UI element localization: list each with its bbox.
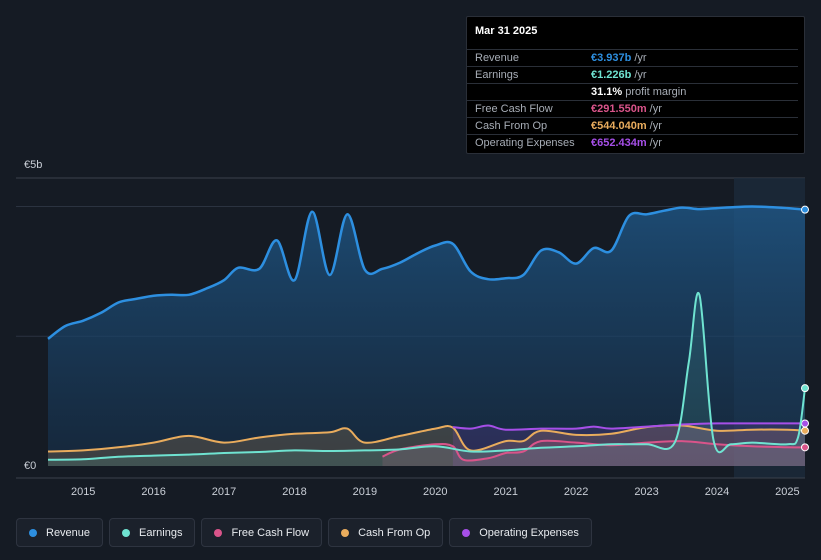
endpoint-revenue <box>801 205 809 214</box>
tooltip-row-value: €3.937b/yr <box>591 52 647 64</box>
endpoint-operating-expenses <box>801 419 809 428</box>
tooltip-row-value: 31.1% profit margin <box>591 86 687 98</box>
tooltip-row-value: €544.040m/yr <box>591 120 662 132</box>
legend: Revenue Earnings Free Cash Flow Cash From O… <box>16 518 592 547</box>
tooltip-row: Revenue €3.937b/yr <box>467 49 798 67</box>
legend-label: Revenue <box>46 526 91 539</box>
y-axis-top-label: €5b <box>24 159 43 171</box>
tooltip-row-unit: /yr <box>649 137 662 149</box>
legend-dot-icon <box>122 528 131 537</box>
tooltip-row-value: €291.550m/yr <box>591 103 662 115</box>
legend-dot-icon <box>29 528 37 537</box>
tooltip-row-unit: profit margin <box>625 86 687 98</box>
x-tick-label: 2016 <box>141 486 165 498</box>
line-operating-expenses <box>452 422 805 431</box>
tooltip-row-value: €1.226b/yr <box>591 69 647 81</box>
tooltip-row-label: Earnings <box>475 69 519 81</box>
legend-label: Operating Expenses <box>479 526 579 539</box>
tooltip-row-value: €652.434m/yr <box>591 137 662 149</box>
chart-area: 2015 2016 2017 2018 2019 2020 2021 2022 2023 2024… <box>16 177 809 498</box>
legend-label: Cash From Op <box>358 526 431 539</box>
tooltip-row-unit: /yr <box>649 103 662 115</box>
tooltip-row: Free Cash Flow €291.550m/yr <box>467 100 798 118</box>
tooltip-row: Operating Expenses €652.434m/yr <box>467 134 798 152</box>
legend-item-free-cash-flow[interactable]: Free Cash Flow <box>201 518 323 547</box>
x-tick-label: 2019 <box>353 486 377 498</box>
legend-item-cash-from-op[interactable]: Cash From Op <box>328 518 444 547</box>
endpoint-free-cash-flow <box>801 443 809 452</box>
tooltip-row-unit: /yr <box>634 69 647 81</box>
endpoint-cash-from-op <box>801 426 809 435</box>
endpoint-earnings <box>801 384 809 393</box>
x-tick-label: 2020 <box>423 486 447 498</box>
x-tick-label: 2023 <box>634 486 658 498</box>
legend-dot-icon <box>462 528 471 537</box>
legend-dot-icon <box>214 528 223 537</box>
tooltip-row-unit: /yr <box>649 120 662 132</box>
x-tick-label: 2021 <box>493 486 517 498</box>
legend-label: Free Cash Flow <box>231 526 310 539</box>
x-tick-label: 2017 <box>212 486 236 498</box>
legend-label: Earnings <box>139 526 183 539</box>
tooltip-row-label: Free Cash Flow <box>475 103 553 115</box>
tooltip-row-label: Operating Expenses <box>475 137 575 149</box>
y-axis-bottom-label: €0 <box>24 460 37 472</box>
line-earnings <box>47 291 806 461</box>
tooltip-row-unit: /yr <box>634 52 647 64</box>
area-earnings <box>48 292 805 466</box>
tooltip-row-label: Cash From Op <box>475 120 548 132</box>
x-tick-label: 2018 <box>282 486 306 498</box>
tooltip-row: Cash From Op €544.040m/yr <box>467 117 798 135</box>
legend-item-revenue[interactable]: Revenue <box>16 518 104 547</box>
x-tick-label: 2024 <box>705 486 729 498</box>
x-tick-label: 2022 <box>564 486 588 498</box>
area-free-cash-flow <box>382 440 805 466</box>
legend-item-operating-expenses[interactable]: Operating Expenses <box>449 518 592 547</box>
tooltip-row: Earnings €1.226b/yr <box>467 66 798 84</box>
x-tick-label: 2025 <box>775 486 799 498</box>
area-revenue <box>48 206 805 466</box>
data-tooltip: Mar 31 2025 Revenue €3.937b/yr Earnings €1.… <box>466 16 805 154</box>
tooltip-date: Mar 31 2025 <box>475 25 538 37</box>
tooltip-row-label: Revenue <box>475 52 520 64</box>
tooltip-row: 31.1% profit margin <box>467 83 798 101</box>
line-revenue <box>47 205 806 340</box>
legend-dot-icon <box>341 528 350 537</box>
legend-item-earnings[interactable]: Earnings <box>109 518 196 547</box>
x-tick-label: 2015 <box>71 486 95 498</box>
